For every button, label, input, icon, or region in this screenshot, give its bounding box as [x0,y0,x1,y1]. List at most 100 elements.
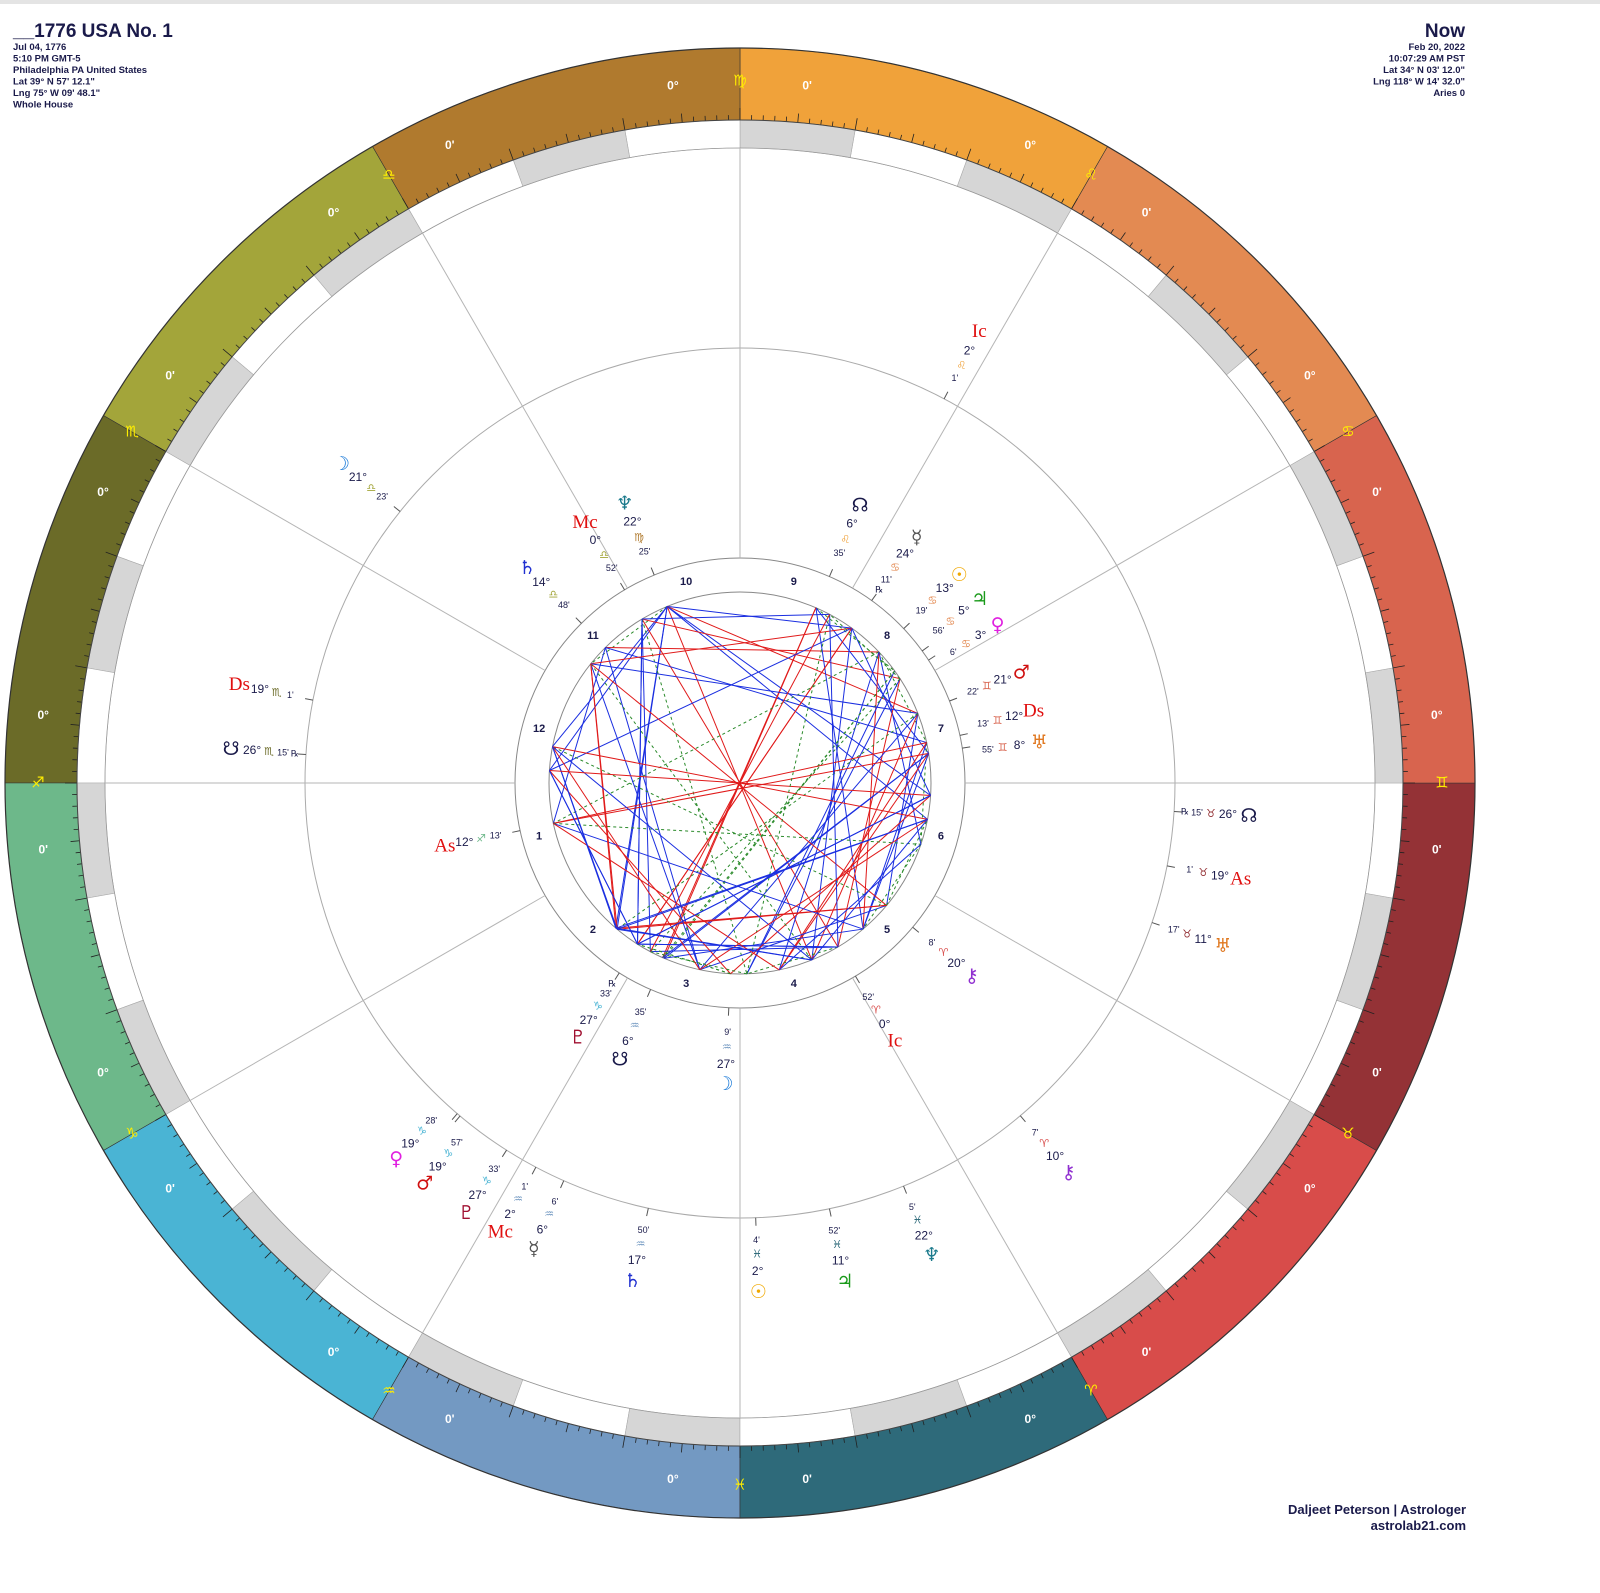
planet-degree: 13° [936,581,954,595]
degree-tick [284,294,289,299]
planet-minute: 15' [277,747,289,757]
planet-minute: 9' [724,1027,731,1037]
aspect-line [666,606,931,796]
degree-tick [129,510,135,514]
planet-tick [855,975,860,984]
aspect-line [664,928,864,959]
planet-minute: 48' [558,600,570,610]
planet-sign: ♊ [993,714,1003,727]
planet-degree: 3° [975,628,987,642]
sign-segment [103,146,409,452]
degree-tick [1081,1351,1085,1356]
degree-tick [1370,987,1376,990]
degree-tick [446,182,450,188]
degree-tick [533,1413,536,1419]
planet-sign: ♎ [599,549,609,562]
degree-tick [206,1181,211,1186]
footer-name: Daljeet Peterson | Astrologer [1288,1502,1466,1517]
degree-tick [1396,874,1402,877]
degree-tick [1319,458,1325,462]
degree-tick [658,119,660,125]
degree-tick [251,327,256,332]
planet-minute: 33' [600,988,612,998]
sign-glyph: ♉ [1341,1125,1354,1143]
degree-tick [415,1362,419,1368]
planet-minute: 22' [967,686,979,696]
degree-tick [70,724,80,726]
planet-tick [297,753,306,756]
degree-tick [1362,1009,1375,1015]
degree-tick [600,1431,603,1437]
degree-tick [1200,302,1205,307]
degree-tick [144,479,150,483]
aspect-line [641,618,901,680]
degree-tick [522,151,525,157]
degree-tick [1191,294,1196,299]
degree-tick [478,1393,482,1399]
planet-minute: 55' [982,744,994,754]
planet-tick [1019,1115,1026,1123]
aspect-line [746,670,896,975]
aspect-line [616,713,919,930]
degree-tick [292,1275,297,1280]
degree-tick [90,954,100,958]
degree-tick [1174,278,1179,283]
degree-tick [455,1383,461,1393]
planet-glyph: Ds [1023,701,1044,722]
house-number: 11 [587,630,599,642]
planet-tick [828,568,834,577]
sign-degree: 0° [1304,369,1316,383]
sign-glyph: ♈ [1084,1381,1097,1399]
planet-minute: 57' [451,1137,463,1147]
planet-degree: 27° [717,1057,735,1071]
degree-tick [199,1172,204,1176]
degree-tick [89,931,95,934]
planet-degree: 17° [628,1253,646,1267]
now-line: Lat 34° N 03' 12.0" [1383,65,1465,76]
planet-glyph: ☿ [911,527,923,549]
degree-tick [89,632,95,635]
aspect-line [615,904,887,929]
degree-tick [1340,498,1350,504]
planet-sign: ♒ [630,1019,640,1032]
degree-tick [669,1442,672,1448]
degree-tick [1289,409,1295,413]
degree-tick [1129,1319,1133,1324]
sign-glyph: ♎ [382,166,395,184]
aspect-line [920,742,928,845]
planet-minute: 35' [833,548,845,558]
aspect-line [553,752,929,824]
aspect-line [811,713,919,961]
degree-tick [455,173,461,183]
degree-tick [446,1378,450,1384]
degree-tick [1224,327,1229,332]
degree-tick [259,1243,264,1248]
planet-tick [531,1166,537,1175]
sign-glyph: ♑ [125,1125,138,1143]
sign-minute: 0' [1372,485,1382,499]
planet-tick [962,746,971,749]
degree-tick [612,127,614,133]
degree-tick [402,198,409,210]
planet-glyph: ♇ [569,1026,586,1048]
planet-sign: ♉ [1182,927,1192,940]
degree-tick [1377,965,1383,968]
planet-minute: 52' [828,1226,840,1236]
degree-tick [222,1208,233,1218]
wheel-circle [548,591,932,975]
top-bar [0,0,1600,4]
planet-sign: ♊ [998,741,1008,754]
degree-tick [911,133,915,143]
planet-tick [903,1185,908,1194]
degree-tick [139,489,145,493]
now-title: Now [1425,21,1465,42]
degree-tick [108,998,114,1001]
planet-glyph: ☋ [612,1049,629,1071]
planet-tick [912,926,920,933]
sign-minute: 0' [1142,205,1152,219]
planet-minute: 6' [552,1196,559,1206]
degree-tick [1370,576,1376,579]
degree-tick [1399,851,1405,854]
sign-segment [1071,146,1377,452]
aspect-line [615,606,668,929]
